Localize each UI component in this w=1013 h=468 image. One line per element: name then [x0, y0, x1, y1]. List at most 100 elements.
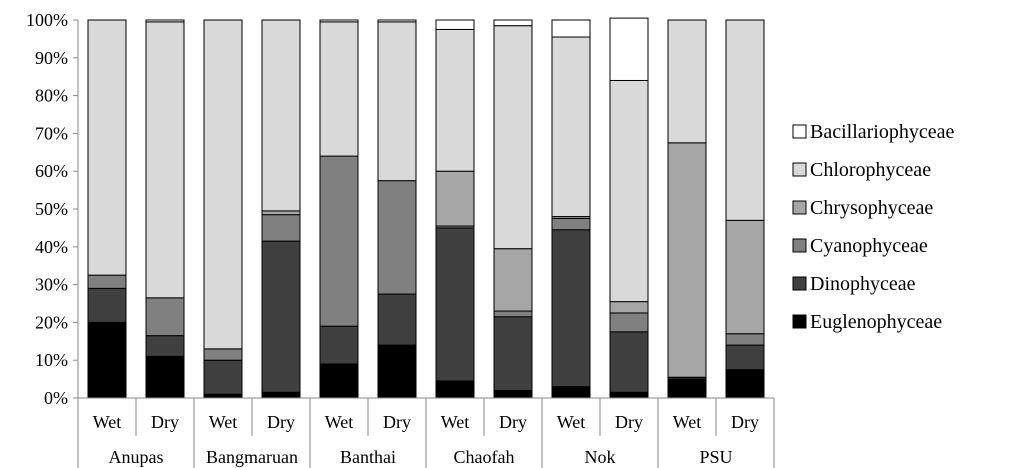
bar-segment-cyanophyceae-nok-wet [551, 217, 591, 231]
bar-segment-chrysophyceae-bangmaruan-dry [261, 210, 301, 216]
legend-label-euglenophyceae: Euglenophyceae [810, 311, 942, 333]
x-group-label-nok: Nok [585, 447, 616, 467]
bar-segment-chlorophyceae-chaofah-wet [435, 28, 475, 172]
legend-label-chlorophyceae: Chlorophyceae [810, 159, 931, 181]
legend-swatch-euglenophyceae [792, 314, 807, 329]
x-group-label-chaofah: Chaofah [454, 447, 515, 467]
bar-segment-bacillariophyceae-anupas-dry [145, 19, 185, 23]
bar-segment-cyanophyceae-bangmaruan-dry [261, 214, 301, 242]
x-group-label-anupas: Anupas [109, 447, 164, 467]
x-tick-label-wet: Wet [93, 412, 122, 432]
bar-segment-cyanophyceae-anupas-dry [145, 297, 185, 337]
bar-segment-euglenophyceae-psu-dry [725, 369, 765, 399]
bar-segment-dinophyceae-bangmaruan-wet [203, 359, 243, 395]
bar-segment-bacillariophyceae-chaofah-dry [493, 19, 533, 27]
y-tick-label: 60% [35, 161, 68, 181]
x-tick-label-wet: Wet [325, 412, 354, 432]
legend-label-bacillariophyceae: Bacillariophyceae [810, 121, 954, 143]
bar-segment-dinophyceae-bangmaruan-dry [261, 240, 301, 393]
bar-segment-chlorophyceae-nok-wet [551, 36, 591, 218]
bar-segment-chrysophyceae-chaofah-wet [435, 170, 475, 227]
bar-segment-bacillariophyceae-banthai-dry [377, 19, 417, 23]
bar-segment-chlorophyceae-chaofah-dry [493, 25, 533, 250]
bar-segment-cyanophyceae-bangmaruan-wet [203, 348, 243, 361]
bar-segment-chlorophyceae-banthai-dry [377, 21, 417, 182]
bar-segment-chrysophyceae-chaofah-dry [493, 248, 533, 312]
x-tick-label-dry: Dry [267, 412, 295, 432]
y-tick-label: 40% [35, 237, 68, 257]
y-tick-label: 70% [35, 123, 68, 143]
bar-segment-dinophyceae-banthai-dry [377, 293, 417, 346]
bar-segment-dinophyceae-banthai-wet [319, 325, 359, 365]
x-group-label-banthai: Banthai [340, 447, 396, 467]
legend-swatch-chlorophyceae [792, 162, 807, 177]
bar-segment-dinophyceae-nok-wet [551, 229, 591, 388]
x-group-label-bangmaruan: Bangmaruan [206, 447, 298, 467]
bar-segment-bacillariophyceae-nok-wet [551, 19, 591, 38]
legend-label-dinophyceae: Dinophyceae [810, 273, 916, 295]
bar-segment-bacillariophyceae-banthai-wet [319, 19, 359, 23]
bar-segment-dinophyceae-chaofah-dry [493, 316, 533, 391]
x-tick-label-wet: Wet [673, 412, 702, 432]
x-tick-label-dry: Dry [383, 412, 411, 432]
bar-segment-chlorophyceae-bangmaruan-wet [203, 19, 243, 350]
bar-segment-cyanophyceae-banthai-wet [319, 155, 359, 327]
bar-segment-bacillariophyceae-chaofah-wet [435, 19, 475, 30]
bars-layer [87, 17, 765, 399]
bar-segment-euglenophyceae-psu-wet [667, 378, 707, 399]
bar-segment-chlorophyceae-psu-dry [725, 19, 765, 221]
bar-segment-bacillariophyceae-nok-dry [609, 17, 649, 81]
legend-label-cyanophyceae: Cyanophyceae [810, 235, 928, 257]
bar-segment-dinophyceae-psu-dry [725, 344, 765, 371]
bar-segment-cyanophyceae-banthai-dry [377, 180, 417, 295]
bar-segment-chlorophyceae-anupas-wet [87, 19, 127, 276]
bar-segment-euglenophyceae-bangmaruan-dry [261, 391, 301, 399]
y-tick-label: 30% [35, 275, 68, 295]
bar-segment-euglenophyceae-nok-dry [609, 391, 649, 399]
x-group-label-psu: PSU [699, 447, 732, 467]
y-tick-label: 20% [35, 312, 68, 332]
bar-segment-chlorophyceae-bangmaruan-dry [261, 19, 301, 212]
bar-segment-chlorophyceae-banthai-wet [319, 21, 359, 157]
bar-segment-cyanophyceae-psu-dry [725, 333, 765, 346]
bar-segment-dinophyceae-chaofah-wet [435, 227, 475, 382]
legend: Bacillariophyceae Chlorophyceae Chrysophyc… [792, 121, 954, 333]
bar-segment-dinophyceae-nok-dry [609, 331, 649, 393]
bar-segment-dinophyceae-anupas-dry [145, 335, 185, 357]
bar-segment-chlorophyceae-anupas-dry [145, 21, 185, 299]
legend-swatch-cyanophyceae [792, 238, 807, 253]
legend-swatch-dinophyceae [792, 276, 807, 291]
bar-segment-cyanophyceae-anupas-wet [87, 274, 127, 289]
x-tick-label-dry: Dry [151, 412, 179, 432]
y-tick-label: 90% [35, 48, 68, 68]
bar-segment-chrysophyceae-nok-dry [609, 301, 649, 314]
bar-segment-chlorophyceae-psu-wet [667, 19, 707, 144]
x-tick-label-wet: Wet [441, 412, 470, 432]
bar-segment-chrysophyceae-psu-dry [725, 219, 765, 335]
bar-segment-euglenophyceae-banthai-dry [377, 344, 417, 399]
legend-swatch-chrysophyceae [792, 200, 807, 215]
bar-segment-euglenophyceae-chaofah-dry [493, 389, 533, 399]
y-tick-label: 50% [35, 199, 68, 219]
x-tick-label-dry: Dry [499, 412, 527, 432]
bar-segment-euglenophyceae-anupas-dry [145, 355, 185, 399]
axes-layer: 0% 10% 20% 30% 40% 50% 60% 70% 80% 90% 100% Wet Dry A… [26, 10, 775, 468]
bar-segment-chrysophyceae-psu-wet [667, 142, 707, 378]
bar-segment-euglenophyceae-nok-wet [551, 386, 591, 399]
bar-segment-euglenophyceae-chaofah-wet [435, 380, 475, 399]
x-tick-label-wet: Wet [209, 412, 238, 432]
x-tick-label-wet: Wet [557, 412, 586, 432]
legend-swatch-bacillariophyceae [792, 124, 807, 139]
bar-segment-cyanophyceae-nok-dry [609, 312, 649, 333]
bar-segment-chlorophyceae-nok-dry [609, 79, 649, 303]
bar-segment-euglenophyceae-anupas-wet [87, 321, 127, 399]
bar-segment-euglenophyceae-bangmaruan-wet [203, 393, 243, 399]
x-tick-label-dry: Dry [615, 412, 643, 432]
bar-segment-euglenophyceae-banthai-wet [319, 363, 359, 399]
bar-segment-cyanophyceae-chaofah-dry [493, 310, 533, 318]
y-tick-label: 0% [44, 388, 68, 408]
legend-label-chrysophyceae: Chrysophyceae [810, 197, 933, 219]
y-tick-label: 80% [35, 86, 68, 106]
bar-segment-dinophyceae-anupas-wet [87, 287, 127, 323]
